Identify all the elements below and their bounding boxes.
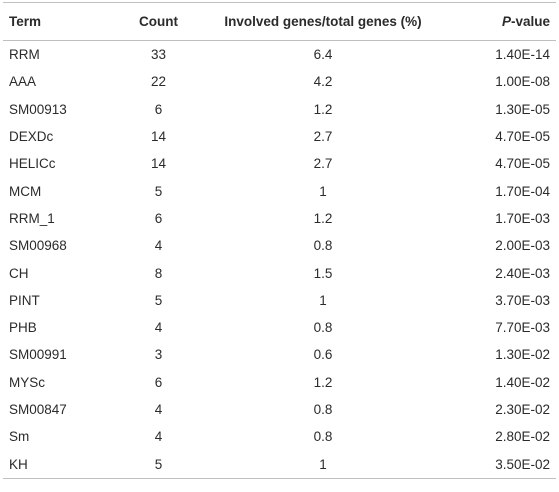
table-cell: SM00913 [9,101,67,117]
table-cell: RRM_1 [9,210,55,226]
table-cell: 4 [154,320,163,336]
table-row: SM00913 6 1.2 1.30E-05 [3,96,556,123]
table-cell: 5 [154,183,163,199]
table-cell: SM00991 [9,347,67,363]
table-cell: 1.70E-03 [495,210,550,226]
table-cell: 3 [154,347,163,363]
table-cell: RRM [9,47,40,63]
table-cell: 2.30E-02 [495,402,550,417]
table-cell: 4 [154,429,163,445]
table-cell: 22 [150,74,167,90]
table-cell: 1.30E-02 [495,347,550,363]
table-cell: 1.40E-14 [495,47,550,63]
enrichment-table: Term Count Involved genes/total genes (%) P… [3,2,556,479]
table-cell: 4.2 [313,74,333,90]
header-cell: Count [139,14,178,29]
table-cell: 2.80E-02 [495,429,550,445]
table-cell: 6.4 [313,47,333,63]
table-cell: 1.30E-05 [495,101,550,117]
table-cell: 2.7 [313,156,333,172]
table-row: AAA 22 4.2 1.00E-08 [3,68,556,95]
table-row: HELICc 14 2.7 4.70E-05 [3,150,556,177]
table-cell: 33 [150,47,167,63]
table-cell: 1 [319,456,327,472]
header-cell: Involved genes/total genes (%) [224,14,422,29]
table-cell: KH [9,456,28,472]
table-cell: SM00847 [9,402,67,417]
table-row: KH 5 1 3.50E-02 [3,450,556,479]
table-cell: 1.70E-04 [495,183,550,199]
table-cell: AAA [9,74,37,90]
table-cell: 14 [150,129,167,145]
table-row: MYSc 6 1.2 1.40E-02 [3,369,556,396]
table-cell: 6 [154,210,163,226]
table-cell: 1.2 [313,210,333,226]
header-row: Term Count Involved genes/total genes (%) P… [3,2,556,41]
table-row: CH 8 1.5 2.40E-03 [3,259,556,286]
table-cell: 4 [154,402,163,417]
table-cell: 14 [150,156,167,172]
table-body: RRM 33 6.4 1.40E-14 AAA 22 4.2 1.00E-08 SM00913 6… [3,41,556,479]
table-cell: 1.40E-02 [495,374,550,390]
table-header: Term Count Involved genes/total genes (%) P… [3,2,556,41]
table-cell: 0.8 [313,429,333,445]
table-row: RRM_1 6 1.2 1.70E-03 [3,205,556,232]
table-cell: 1.2 [313,374,333,390]
table-cell: 0.6 [313,347,333,363]
table-cell: MYSc [9,374,46,390]
header-cell: Term [9,14,42,29]
table-cell: 1 [319,292,327,308]
table-cell: 4 [154,238,163,254]
table-cell: 1.2 [313,101,333,117]
table-cell: 3.50E-02 [495,456,550,472]
table-cell: 7.70E-03 [495,320,550,336]
table-cell: Sm [9,429,30,445]
table-cell: 2.00E-03 [495,238,550,254]
table-cell: CH [9,265,29,281]
table-row: RRM 33 6.4 1.40E-14 [3,41,556,69]
table-row: SM00991 3 0.6 1.30E-02 [3,341,556,368]
table-cell: 6 [154,374,163,390]
table-cell: 3.70E-03 [495,292,550,308]
table-cell: 1.00E-08 [495,74,550,90]
table-cell: 1 [319,183,327,199]
table-cell: 1.5 [313,265,333,281]
table-row: PINT 5 1 3.70E-03 [3,287,556,314]
table-cell: PINT [9,292,40,308]
table-cell: 2.7 [313,129,333,145]
table-cell: 2.40E-03 [495,265,550,281]
table-cell: 4.70E-05 [495,129,550,145]
table-cell: 8 [154,265,163,281]
table-row: MCM 5 1 1.70E-04 [3,177,556,204]
table-cell: SM00968 [9,238,67,254]
table-row: Sm 4 0.8 2.80E-02 [3,423,556,450]
table-cell: 4.70E-05 [495,156,550,172]
table-cell: DEXDc [9,129,54,145]
table-cell: 5 [154,456,163,472]
table-cell: 6 [154,101,163,117]
table-row: SM00847 4 0.8 2.30E-02 [3,396,556,423]
header-cell: P-value [501,14,550,29]
table-cell: MCM [9,183,42,199]
table-cell: PHB [9,320,37,336]
table-row: PHB 4 0.8 7.70E-03 [3,314,556,341]
table-cell: 0.8 [313,238,333,254]
table-cell: 0.8 [313,402,333,417]
table-row: DEXDc 14 2.7 4.70E-05 [3,123,556,150]
table-cell: 5 [154,292,163,308]
table-cell: HELICc [9,156,56,172]
table-cell: 0.8 [313,320,333,336]
table-row: SM00968 4 0.8 2.00E-03 [3,232,556,259]
